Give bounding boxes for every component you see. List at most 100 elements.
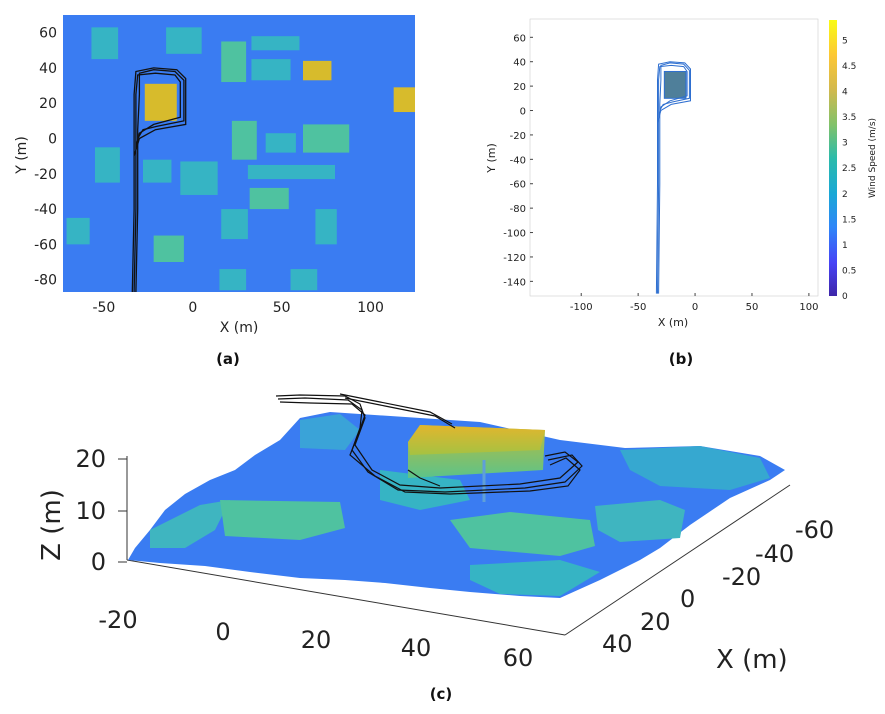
panel-c-building [220,500,345,540]
panel-a-xlabel: X (m) [220,320,259,336]
colorbar-tick: 4.5 [842,62,856,72]
panel-a-trajectory-line [131,67,187,293]
panel-c-x-axis [564,484,791,636]
panel-c-y-tick: -20 [98,606,137,634]
panel-c-x-tick: -20 [722,563,761,591]
panel-a-y-tick: 0 [48,132,57,148]
panel-b-y-tick: -40 [510,155,526,166]
panel-b-trajectories [655,61,691,294]
panel-c-building [450,512,595,556]
panel-b-axes [529,18,819,297]
panel-c-trajectory [407,469,441,487]
panel-b-y-tick: 60 [513,33,526,44]
panel-a-trajectory [131,67,187,293]
panel-c-z-ticks: 20 10 0 [75,445,127,576]
panel-a-building [303,60,332,81]
panel-a-y-tick: -40 [34,202,57,218]
panel-a-y-ticks: 60 40 20 0 -20 -40 -60 -80 [34,26,57,289]
colorbar-tick: 5 [842,36,848,46]
panel-c-trajectory [279,401,581,495]
panel-a-building [251,59,291,81]
colorbar-tick: 4 [842,88,848,98]
panel-c-y-tick: 60 [503,644,534,672]
panel-a-buildings [66,27,415,291]
panel-c-x-tick: 0 [680,585,695,613]
panel-a-building [143,159,172,183]
panel-b-x-tick: 50 [746,302,759,313]
panel-b-y-tick: 40 [513,58,526,69]
panel-a-ylabel: Y (m) [14,136,30,175]
panel-a-x-tick: -50 [92,300,115,316]
panel-c-building [380,470,470,510]
panel-b-x-tick: 0 [692,302,698,313]
panel-a: -50 0 50 100 60 40 20 0 -20 -40 -60 -80 X (m) Y (m… [14,15,415,368]
panel-b-y-tick: -80 [510,204,526,215]
panel-c-y-tick: 20 [301,626,332,654]
panel-c-caption: (c) [430,685,453,703]
panel-c-ground [128,412,785,598]
panel-c: 20 10 0 Z (m) -20 0 20 40 60 -60 -40 -20… [37,393,834,703]
panel-a-building [66,217,90,245]
panel-a-x-tick: 100 [357,300,384,316]
panel-a-y-tick: -60 [34,237,57,253]
panel-a-x-tick: 50 [273,300,291,316]
panel-c-trajectory [344,397,456,429]
colorbar-tick: 2.5 [842,164,856,174]
panel-c-building [470,560,600,596]
panel-c-y-tick: 0 [215,618,230,646]
panel-a-building [303,124,350,153]
colorbar-tick: 2 [842,190,848,200]
panel-a-building [166,27,202,54]
panel-b-trajectory-line [655,61,691,294]
panel-c-building [300,414,360,450]
panel-c-z-tick: 0 [91,548,106,576]
panel-a-building [249,187,289,210]
panel-c-trajectory [339,393,453,425]
panel-a-building [265,133,296,153]
panel-c-x-tick: -40 [755,540,794,568]
panel-a-x-ticks: -50 0 50 100 [92,300,383,316]
panel-c-z-tick: 10 [75,497,106,525]
panel-b-y-tick: 0 [520,107,526,118]
panel-c-zlabel: Z (m) [37,489,67,561]
panel-b-y-tick: -140 [503,277,526,288]
panel-b-building [663,70,687,99]
panel-a-caption: (a) [216,350,240,368]
panel-c-y-ticks: -20 0 20 40 60 [98,606,533,672]
panel-b-caption: (b) [669,350,693,368]
panel-b-y-tick: -120 [503,253,526,264]
panel-a-building [221,209,248,240]
panel-c-trajectories [275,393,583,495]
panel-b-ylabel: Y (m) [485,143,498,174]
panel-a-building [393,87,415,113]
panel-a-y-tick: 60 [39,26,57,42]
panel-a-y-tick: -20 [34,167,57,183]
panel-a-y-tick: 20 [39,96,57,112]
panel-a-building [221,41,247,83]
colorbar [829,20,837,296]
panel-a-building [153,235,184,263]
panel-c-building [150,500,230,548]
panel-b-y-tick: -20 [510,131,526,142]
panel-c-x-tick: 40 [602,630,633,658]
panel-a-y-tick: 40 [39,61,57,77]
colorbar-tick: 3 [842,139,848,149]
colorbar-tick: 1 [842,241,848,251]
panel-c-x-ticks: -60 -40 -20 0 20 40 [602,516,834,658]
colorbar-ticks: 0 0.5 1 1.5 2 2.5 3 3.5 4 4.5 5 [842,36,856,302]
panel-b-y-ticks: 60 40 20 0 -20 -40 -60 -80 -100 -120 -140 [503,33,533,288]
panel-c-xlabel: X (m) [716,645,788,675]
panel-a-building [180,161,218,195]
panel-a-building [290,269,318,291]
panel-c-main-building-roof [408,425,545,455]
panel-a-x-tick: 0 [188,300,197,316]
colorbar-label: Wind Speed (m/s) [868,118,878,198]
panel-a-building [231,120,257,160]
panel-b-y-tick: -100 [503,229,526,240]
panel-b-x-ticks: -100 -50 0 50 100 [570,293,818,313]
panel-b: -100 -50 0 50 100 6040200-20-40-60-80-100-12… [485,18,878,368]
panel-a-y-tick: -80 [34,273,57,289]
panel-a-building [251,36,300,51]
panel-b-y-tick: 20 [513,82,526,93]
panel-b-trajectory-line [658,62,690,294]
